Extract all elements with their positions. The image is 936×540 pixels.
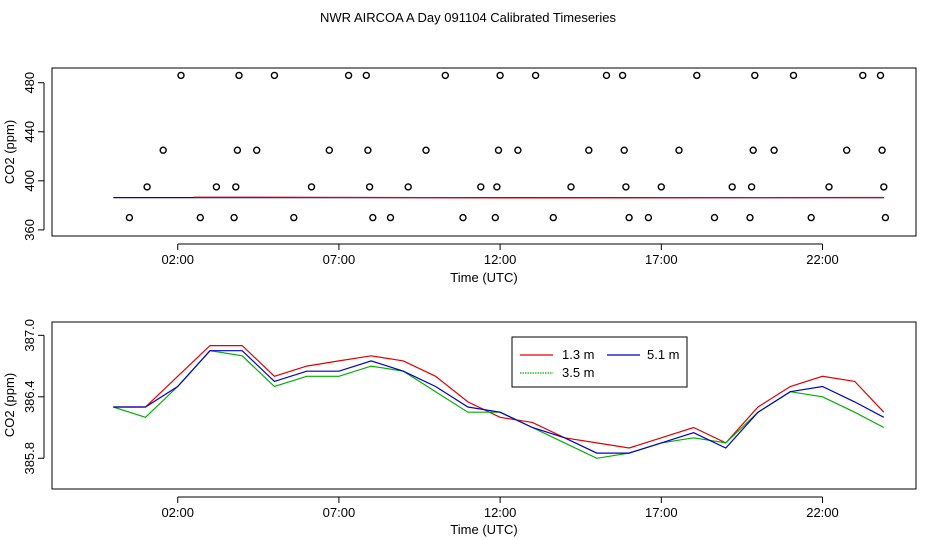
series-line: [113, 345, 885, 449]
data-point: [125, 213, 134, 222]
data-point: [177, 71, 185, 80]
data-point: [549, 213, 557, 222]
reference-line: [193, 196, 884, 199]
legend-label-3-5m: 3.5 m: [562, 365, 595, 380]
data-point: [728, 183, 736, 191]
data-point: [657, 183, 665, 191]
data-point: [859, 71, 867, 80]
x-tick-label: 22:00: [806, 252, 839, 267]
data-point: [496, 71, 504, 80]
x-tick-label: 17:00: [645, 505, 678, 520]
series-line: [113, 350, 885, 459]
data-point: [459, 213, 467, 222]
data-point: [325, 146, 333, 154]
co2-scatter-panel: 02:00 07:00 12:00 17:00 22:00 360 400 440 480 T…: [2, 67, 917, 285]
data-point: [749, 146, 757, 154]
data-point: [710, 213, 719, 222]
series-line: [113, 350, 885, 454]
co2-height-panel: 02:00 07:00 12:00 17:00 22:00 385.8 386.4 387.…: [2, 319, 917, 537]
x-tick-label: 12:00: [484, 505, 517, 520]
data-point: [693, 71, 701, 80]
y-tick-label: 440: [22, 121, 37, 143]
data-point: [235, 71, 243, 80]
data-point: [880, 183, 888, 191]
y-tick-label: 387.0: [22, 319, 37, 352]
data-point: [196, 213, 205, 222]
figure-title: NWR AIRCOA A Day 091104 Calibrated Times…: [320, 10, 616, 25]
data-point: [477, 183, 485, 191]
data-point: [307, 183, 316, 191]
data-point: [232, 183, 240, 191]
x-axis-label: Time (UTC): [450, 270, 517, 285]
data-point: [386, 213, 395, 222]
data-point: [422, 146, 430, 154]
data-point: [807, 213, 815, 222]
data-point: [585, 146, 593, 154]
data-point: [344, 71, 353, 80]
data-point: [493, 183, 501, 191]
y-tick-label: 385.8: [22, 442, 37, 475]
data-point: [404, 183, 412, 191]
data-point: [494, 146, 503, 154]
data-point: [364, 146, 372, 154]
data-point: [159, 146, 167, 154]
data-point: [618, 71, 627, 80]
legend-label-5-1m: 5.1 m: [647, 347, 680, 362]
x-tick-label: 02:00: [161, 505, 194, 520]
data-point: [253, 146, 261, 154]
plot-frame: [51, 67, 917, 237]
data-point: [843, 146, 851, 154]
legend: 1.3 m 3.5 m 5.1 m: [511, 336, 688, 388]
y-axis-label: CO2 (ppm): [2, 373, 17, 437]
data-point: [751, 71, 759, 80]
data-point: [881, 213, 890, 222]
legend-box: [511, 336, 688, 388]
y-tick-label: 480: [22, 72, 37, 94]
data-point: [567, 183, 575, 191]
data-point: [143, 183, 151, 191]
data-point: [270, 71, 279, 80]
data-point: [230, 213, 238, 222]
x-tick-label: 17:00: [645, 252, 678, 267]
legend-label-1-3m: 1.3 m: [562, 347, 595, 362]
data-point: [362, 71, 370, 80]
y-tick-label: 400: [22, 170, 37, 192]
y-axis-label: CO2 (ppm): [2, 120, 17, 184]
x-tick-label: 12:00: [484, 252, 517, 267]
data-point: [622, 183, 630, 191]
data-point: [365, 183, 374, 191]
data-point: [531, 71, 540, 80]
x-tick-label: 02:00: [161, 252, 194, 267]
x-tick-label: 22:00: [806, 505, 839, 520]
data-point: [746, 213, 754, 222]
data-point: [441, 71, 449, 80]
data-point: [825, 183, 833, 191]
data-point: [770, 146, 778, 154]
data-point: [491, 213, 499, 222]
x-tick-label: 07:00: [323, 252, 356, 267]
data-point: [369, 213, 377, 222]
data-point: [212, 183, 221, 191]
y-tick-label: 386.4: [22, 381, 37, 414]
data-point: [878, 146, 886, 154]
y-tick-label: 360: [22, 219, 37, 241]
data-point: [290, 213, 298, 222]
data-point: [789, 71, 798, 80]
data-point: [233, 146, 242, 154]
data-point: [625, 213, 633, 222]
plot-frame: [51, 321, 917, 490]
data-point: [644, 213, 653, 222]
data-point: [747, 183, 756, 191]
data-point: [675, 146, 683, 154]
data-point: [876, 71, 885, 80]
data-point: [620, 146, 628, 154]
x-tick-label: 07:00: [323, 505, 356, 520]
data-point: [514, 146, 522, 154]
data-point: [602, 71, 611, 80]
x-axis-label: Time (UTC): [450, 522, 517, 537]
